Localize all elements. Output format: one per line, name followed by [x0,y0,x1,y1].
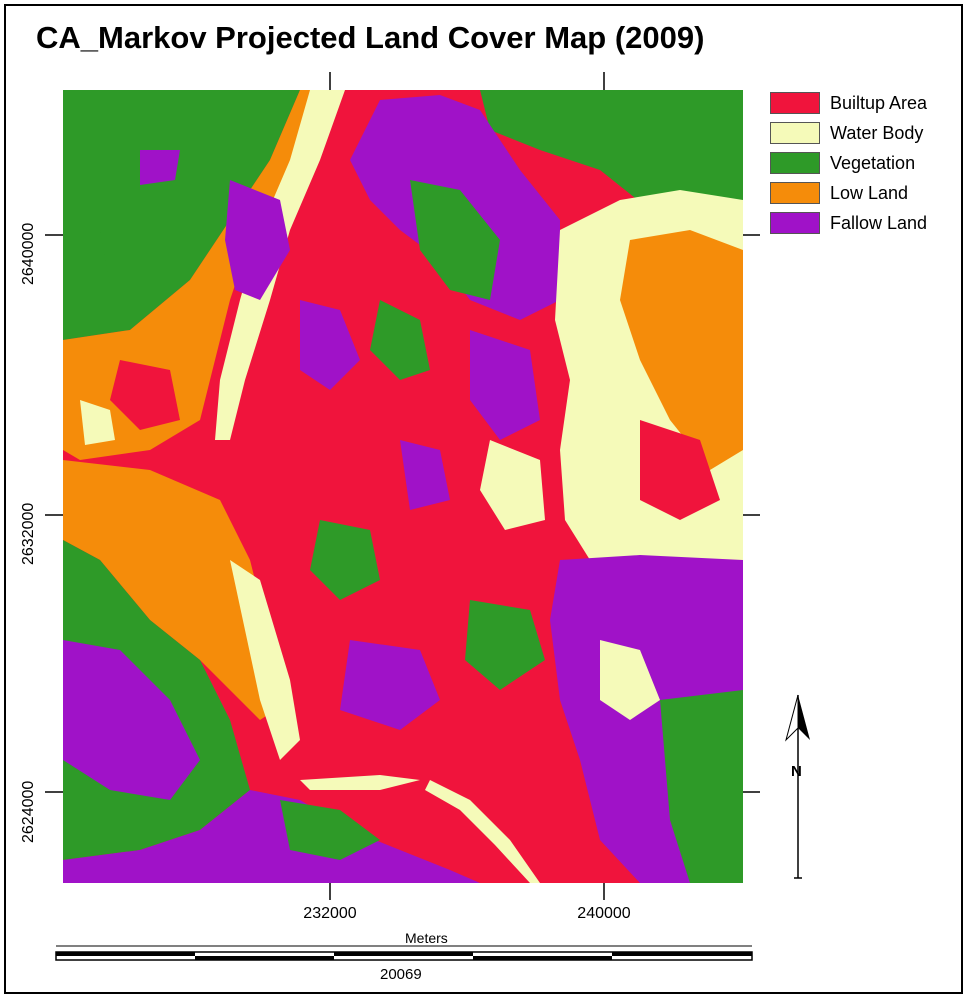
map-title: CA_Markov Projected Land Cover Map (2009… [36,20,705,55]
region-vegetation-se [660,690,743,883]
region-fallow-mid3 [400,440,450,510]
x-tick-label: 240000 [577,905,631,922]
scale-value-label: 20069 [380,966,422,983]
region-builtup-e [640,420,720,520]
legend-label: Builtup Area [830,93,928,113]
region-fallow-w [225,180,290,300]
x-tick-label: 232000 [303,905,357,922]
region-fallow-sw [63,640,200,800]
region-water-mid [480,440,545,530]
region-fallow-mid4 [340,640,440,730]
region-lowland-e [620,230,743,470]
region-water-s2 [300,775,420,790]
y-tick-label: 2640000 [20,222,37,285]
region-vegetation-s [280,800,380,860]
axis-ticks [45,72,760,900]
legend-swatch [770,92,820,114]
scale-unit-label: Meters [405,930,448,946]
legend-swatch [770,152,820,174]
legend-label: Water Body [830,123,924,143]
north-arrow-label: N [791,763,802,780]
region-vegetation-n [410,180,500,300]
region-builtup-w [110,360,180,430]
legend-label: Vegetation [830,153,916,173]
region-water-sw [230,560,300,760]
y-tick-label: 2632000 [20,502,37,565]
legend-label: Low Land [830,183,909,203]
region-fallow-nw [140,150,180,185]
legend-swatch [770,212,820,234]
region-water-w2 [80,400,115,445]
land-cover-raster [63,90,743,883]
region-vegetation-w2 [100,230,155,285]
region-vegetation-mid3 [465,600,545,690]
region-vegetation-mid1 [370,300,430,380]
region-fallow-mid1 [300,300,360,390]
region-fallow-mid2 [470,330,540,440]
region-vegetation-mid2 [310,520,380,600]
north-arrow-icon [785,694,810,879]
legend-swatch [770,122,820,144]
legend-label: Fallow Land [830,213,928,233]
y-tick-label: 2624000 [20,780,37,843]
region-water-s [425,780,540,883]
legend-swatch [770,182,820,204]
region-water-se [600,640,660,720]
region-fallow-s [63,790,480,883]
region-lowland-sw [63,460,290,720]
scale-bar [55,945,753,961]
